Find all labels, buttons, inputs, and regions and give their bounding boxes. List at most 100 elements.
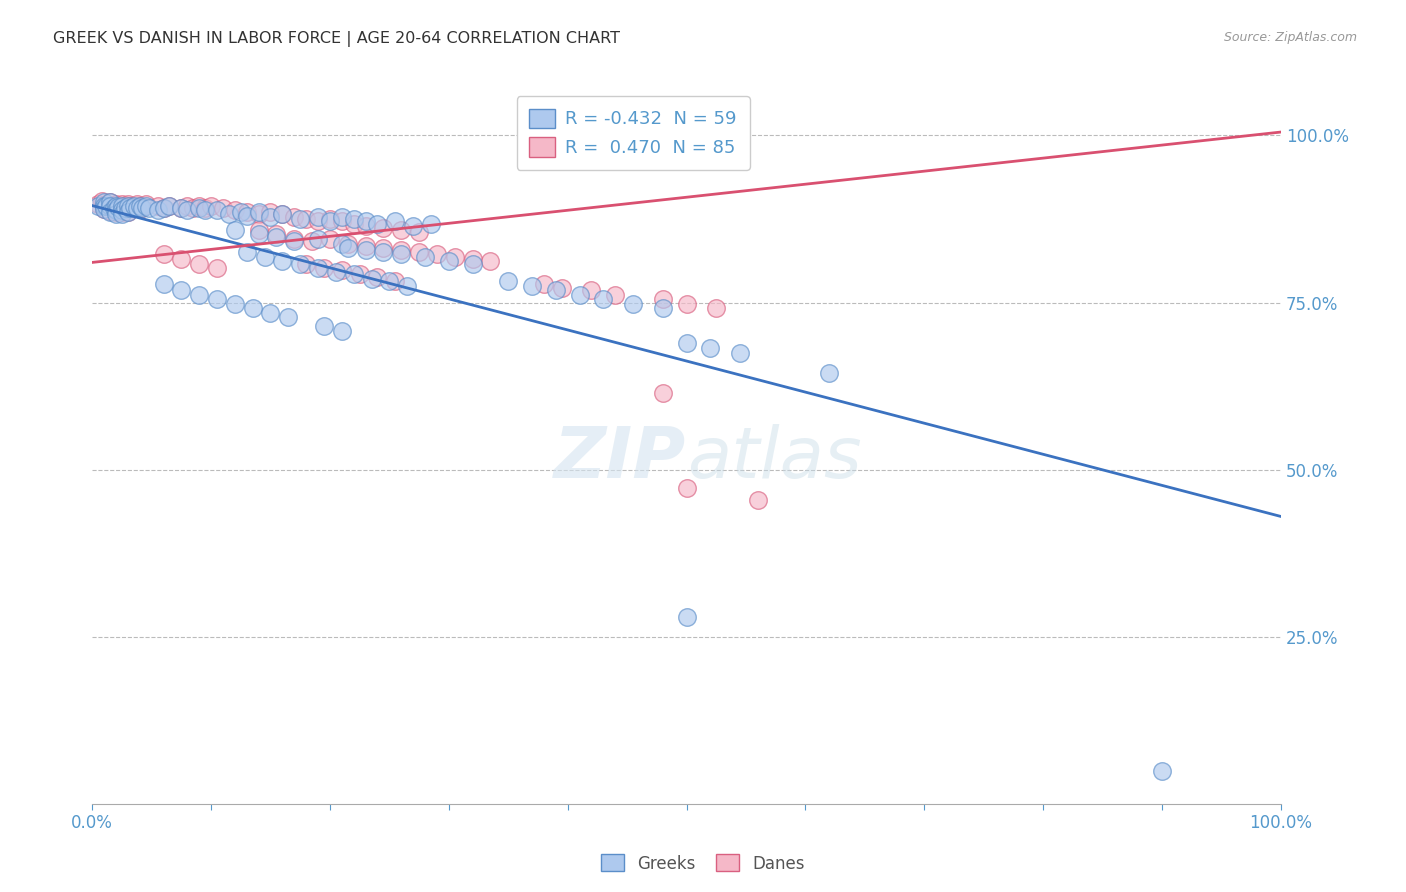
Point — [152, 201, 174, 215]
Point — [247, 205, 270, 219]
Point — [131, 201, 153, 215]
Point — [176, 203, 198, 218]
Point — [224, 203, 246, 218]
Point — [96, 196, 118, 211]
Point — [396, 278, 419, 293]
Point — [290, 257, 312, 271]
Point — [496, 274, 519, 288]
Point — [188, 287, 211, 301]
Point — [128, 198, 150, 212]
Point — [728, 345, 751, 359]
Point — [253, 250, 276, 264]
Point — [818, 366, 841, 380]
Point — [384, 214, 406, 228]
Point — [176, 198, 198, 212]
Point — [479, 254, 502, 268]
Point — [330, 214, 353, 228]
Point — [354, 214, 377, 228]
Point — [181, 201, 204, 215]
Point — [104, 196, 127, 211]
Point — [330, 210, 353, 224]
Point — [87, 198, 110, 212]
Point — [111, 203, 134, 218]
Point — [295, 211, 318, 226]
Point — [312, 260, 335, 275]
Point — [188, 201, 211, 215]
Point — [366, 217, 388, 231]
Point — [271, 207, 294, 221]
Point — [205, 260, 228, 275]
Point — [104, 204, 127, 219]
Point — [98, 203, 121, 218]
Point — [413, 250, 436, 264]
Point — [98, 195, 121, 210]
Point — [675, 297, 697, 311]
Point — [114, 198, 136, 212]
Point — [378, 274, 401, 288]
Point — [402, 219, 425, 233]
Point — [117, 205, 139, 219]
Point — [360, 272, 382, 286]
Point — [111, 196, 134, 211]
Point — [93, 198, 115, 212]
Point — [330, 324, 353, 338]
Point — [93, 195, 115, 210]
Point — [266, 227, 288, 242]
Point — [135, 198, 157, 212]
Point — [159, 198, 181, 212]
Point — [568, 287, 591, 301]
Point — [651, 385, 673, 400]
Point — [373, 220, 395, 235]
Point — [704, 301, 727, 315]
Point — [259, 205, 281, 219]
Point — [122, 198, 145, 212]
Point — [354, 244, 377, 258]
Point — [325, 265, 347, 279]
Point — [373, 245, 395, 260]
Point — [290, 211, 312, 226]
Point — [354, 238, 377, 252]
Text: GREEK VS DANISH IN LABOR FORCE | AGE 20-64 CORRELATION CHART: GREEK VS DANISH IN LABOR FORCE | AGE 20-… — [53, 31, 620, 47]
Point — [205, 203, 228, 218]
Point — [104, 207, 127, 221]
Point — [675, 609, 697, 624]
Point — [98, 198, 121, 212]
Point — [675, 482, 697, 496]
Point — [389, 244, 412, 258]
Point — [159, 198, 181, 212]
Point — [330, 263, 353, 277]
Point — [336, 241, 359, 255]
Point — [120, 201, 142, 215]
Point — [461, 252, 484, 266]
Point — [319, 214, 342, 228]
Point — [1152, 764, 1174, 778]
Point — [235, 245, 257, 260]
Y-axis label: In Labor Force | Age 20-64: In Labor Force | Age 20-64 — [0, 335, 8, 538]
Point — [242, 301, 264, 315]
Point — [533, 277, 555, 291]
Point — [330, 236, 353, 251]
Point — [229, 205, 252, 219]
Point — [117, 204, 139, 219]
Point — [90, 194, 112, 208]
Point — [621, 297, 644, 311]
Point — [152, 247, 174, 261]
Point — [520, 278, 543, 293]
Text: ZIP: ZIP — [554, 424, 686, 492]
Point — [247, 223, 270, 237]
Point — [107, 198, 129, 212]
Point — [277, 310, 299, 325]
Point — [127, 201, 149, 215]
Point — [135, 196, 157, 211]
Point — [271, 254, 294, 268]
Point — [651, 301, 673, 315]
Point — [461, 257, 484, 271]
Point — [366, 270, 388, 285]
Point — [301, 234, 323, 248]
Point — [443, 250, 465, 264]
Point — [146, 203, 169, 218]
Point — [259, 210, 281, 224]
Point — [319, 211, 342, 226]
Point — [592, 292, 614, 306]
Point — [111, 198, 134, 212]
